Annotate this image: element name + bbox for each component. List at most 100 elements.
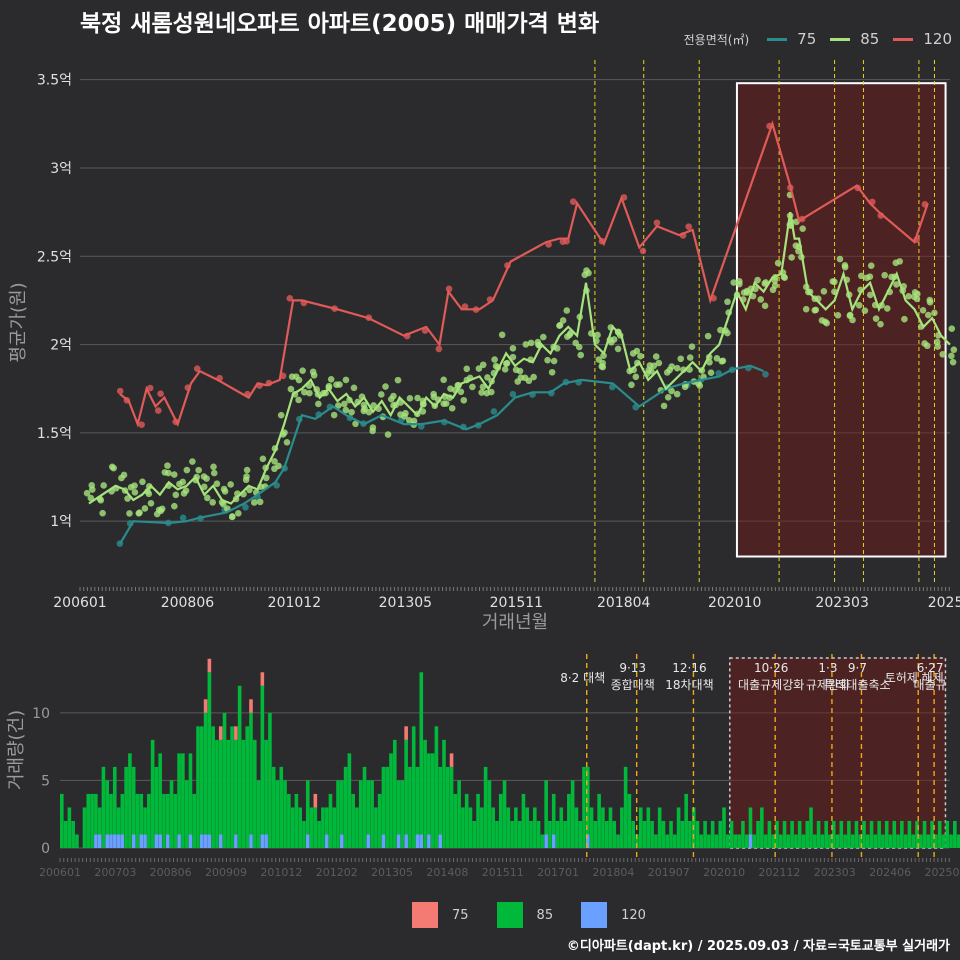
price-point-85 (352, 420, 359, 428)
price-point-85 (948, 352, 955, 360)
volume-bar-120 (200, 834, 204, 848)
volume-bar-85 (839, 820, 844, 848)
price-point-120 (138, 421, 145, 428)
price-point-85 (172, 491, 180, 499)
price-point-85 (527, 339, 535, 347)
chart-title: 북정 새롬성원네오파트 아파트(2005) 매매가격 변화 (80, 11, 600, 37)
price-point-85 (87, 494, 95, 502)
volume-bar-85 (317, 820, 321, 848)
volume-bar-85 (67, 807, 72, 848)
volume-legend: 75 85 120 (412, 902, 674, 928)
price-point-85 (598, 363, 606, 370)
price-point-85 (866, 291, 874, 299)
volume-bar-85 (835, 834, 840, 848)
volume-y-tick-label: 5 (41, 773, 50, 789)
volume-bar-85 (120, 793, 125, 835)
price-point-85 (509, 345, 517, 352)
price-point-85 (295, 376, 303, 384)
price-point-85 (652, 353, 660, 360)
volume-bar-85 (820, 834, 825, 848)
volume-bar-85 (287, 793, 291, 848)
volume-bar-85 (472, 820, 477, 848)
volume-bar-85 (207, 672, 212, 835)
price-point-85 (250, 499, 258, 506)
price-point-85 (447, 385, 454, 392)
volume-bar-85 (760, 807, 764, 848)
price-point-85 (277, 411, 285, 419)
volume-bar-85 (881, 834, 885, 848)
volume-highlight-box (729, 657, 947, 849)
price-point-85 (673, 364, 681, 372)
volume-bar-75 (404, 726, 408, 740)
volume-bar-120 (544, 834, 548, 848)
price-point-85 (861, 307, 869, 315)
volume-bar-85 (302, 820, 306, 848)
price-point-85 (718, 358, 726, 365)
volume-bar-85 (862, 820, 866, 848)
price-point-85 (200, 483, 208, 491)
volume-bar-85 (752, 834, 757, 848)
volume-bar-85 (790, 820, 794, 848)
volume-bar-120 (207, 834, 212, 848)
volume-bar-85 (321, 807, 325, 848)
volume-bar-120 (264, 834, 268, 848)
price-point-85 (919, 306, 927, 314)
price-point-85 (663, 369, 671, 376)
price-point-85 (841, 261, 849, 269)
volume-bar-85 (476, 793, 480, 848)
price-point-85 (913, 295, 921, 303)
price-point-85 (556, 321, 564, 329)
price-point-120 (116, 387, 124, 395)
price-point-85 (203, 475, 210, 482)
price-point-85 (350, 384, 358, 392)
price-point-85 (771, 282, 779, 289)
price-point-85 (183, 466, 191, 474)
volume-y-tick-label: 0 (41, 841, 50, 857)
volume-bar-120 (324, 834, 329, 848)
legend-label-120: 120 (923, 30, 952, 48)
volume-bar-85 (778, 834, 783, 848)
price-point-85 (548, 368, 556, 376)
price-point-85 (83, 489, 91, 497)
price-point-85 (221, 488, 229, 495)
price-x-tick-label: 202010 (708, 595, 761, 611)
volume-annotation-label: 종합대책 (611, 677, 655, 692)
price-highlight-box (735, 82, 947, 558)
volume-x-tick-label: 201408 (426, 866, 468, 879)
volume-bar-85 (873, 834, 878, 848)
volume-bar-85 (514, 807, 518, 848)
volume-bar-85 (529, 820, 533, 848)
legend-label-75: 75 (797, 30, 817, 48)
price-point-85 (913, 290, 921, 298)
volume-x-tick-label: 200601 (39, 866, 81, 879)
volume-bar-120 (396, 834, 401, 848)
volume-bar-85 (150, 739, 155, 848)
volume-bar-85 (385, 766, 390, 848)
price-point-85 (799, 225, 806, 232)
price-point-85 (460, 396, 468, 404)
price-point-85 (478, 389, 485, 396)
volume-bar-85 (949, 834, 953, 848)
legend-label-85: 85 (860, 30, 880, 48)
price-point-85 (370, 402, 377, 409)
volume-bar-75 (449, 753, 454, 767)
volume-bar-120 (109, 834, 113, 848)
volume-x-tick-label: 201012 (260, 866, 302, 879)
price-y-tick-label: 2.5억 (37, 249, 72, 265)
volume-bar-85 (340, 780, 344, 835)
price-point-85 (171, 502, 178, 510)
price-y-tick-label: 1억 (50, 514, 72, 530)
price-point-120 (193, 365, 201, 372)
price-point-85 (771, 277, 779, 284)
price-point-85 (534, 338, 542, 346)
price-point-85 (655, 359, 663, 367)
price-point-85 (189, 458, 196, 465)
volume-bar-85 (601, 807, 605, 848)
volume-bar-85 (657, 807, 662, 848)
price-point-85 (108, 463, 116, 471)
price-point-85 (179, 478, 187, 486)
volume-bar-85 (536, 820, 541, 848)
price-point-85 (498, 331, 506, 339)
volume-bar-85 (589, 807, 594, 848)
